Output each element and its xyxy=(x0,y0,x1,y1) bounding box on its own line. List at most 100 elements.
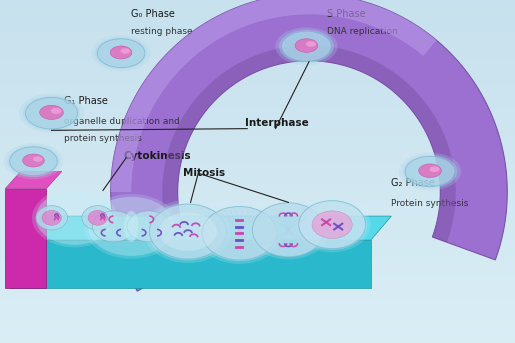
Bar xyxy=(0,189,515,192)
Bar xyxy=(0,117,515,120)
Ellipse shape xyxy=(297,200,367,250)
Bar xyxy=(0,298,515,302)
Ellipse shape xyxy=(36,191,114,245)
Bar xyxy=(0,274,515,278)
Text: Cytokinesis: Cytokinesis xyxy=(124,151,191,161)
Bar xyxy=(0,17,515,21)
Bar xyxy=(0,244,515,247)
Bar xyxy=(0,213,515,216)
Bar xyxy=(0,202,515,206)
Bar xyxy=(0,110,515,113)
Text: G₂ Phase: G₂ Phase xyxy=(391,178,435,188)
Bar xyxy=(0,154,515,158)
Ellipse shape xyxy=(121,48,130,54)
Ellipse shape xyxy=(10,147,57,176)
Ellipse shape xyxy=(419,164,441,178)
Polygon shape xyxy=(10,216,391,240)
Bar xyxy=(0,292,515,295)
Bar xyxy=(0,48,515,51)
Bar xyxy=(0,123,515,127)
Ellipse shape xyxy=(19,93,84,133)
Polygon shape xyxy=(111,0,436,192)
Bar xyxy=(0,38,515,41)
Bar xyxy=(0,240,515,244)
Text: G₀ Phase: G₀ Phase xyxy=(131,9,175,19)
Ellipse shape xyxy=(282,31,331,61)
Bar xyxy=(0,305,515,309)
Bar xyxy=(0,14,515,17)
Bar xyxy=(0,127,515,130)
Ellipse shape xyxy=(312,211,352,238)
Ellipse shape xyxy=(88,210,107,225)
Ellipse shape xyxy=(7,145,60,177)
Bar xyxy=(0,55,515,58)
Bar xyxy=(0,147,515,151)
Bar xyxy=(0,178,515,182)
Bar xyxy=(0,326,515,329)
Ellipse shape xyxy=(97,39,145,68)
Bar xyxy=(0,196,515,199)
Ellipse shape xyxy=(36,205,67,230)
Bar xyxy=(0,175,515,178)
Bar xyxy=(0,7,515,10)
Ellipse shape xyxy=(430,166,440,172)
Text: S Phase: S Phase xyxy=(327,9,366,19)
Text: organelle duplication and: organelle duplication and xyxy=(64,117,180,126)
Ellipse shape xyxy=(23,96,80,131)
Bar xyxy=(0,161,515,165)
Bar xyxy=(0,319,515,322)
Text: Protein synthesis: Protein synthesis xyxy=(391,199,469,208)
Bar xyxy=(0,130,515,134)
Bar xyxy=(0,168,515,172)
Polygon shape xyxy=(5,172,62,189)
Bar xyxy=(0,41,515,45)
Ellipse shape xyxy=(200,205,279,261)
Bar xyxy=(0,230,515,233)
Ellipse shape xyxy=(88,197,175,256)
Bar xyxy=(0,182,515,185)
Ellipse shape xyxy=(295,39,318,52)
Bar xyxy=(0,254,515,257)
Bar xyxy=(0,89,515,93)
Bar xyxy=(0,206,515,209)
Bar xyxy=(0,336,515,340)
Text: Mitosis: Mitosis xyxy=(183,168,225,178)
Ellipse shape xyxy=(250,203,327,257)
Bar xyxy=(0,223,515,226)
Bar xyxy=(0,271,515,274)
Ellipse shape xyxy=(110,46,132,59)
Bar xyxy=(0,27,515,31)
Ellipse shape xyxy=(33,156,43,162)
Bar xyxy=(0,113,515,117)
Bar xyxy=(0,96,515,99)
Ellipse shape xyxy=(144,200,232,263)
Bar xyxy=(0,216,515,220)
Ellipse shape xyxy=(95,37,147,69)
Bar xyxy=(0,247,515,250)
Bar xyxy=(0,99,515,103)
Bar xyxy=(0,233,515,237)
Bar xyxy=(0,237,515,240)
Bar xyxy=(0,288,515,292)
Bar xyxy=(0,137,515,141)
Bar xyxy=(0,144,515,147)
Bar xyxy=(0,103,515,106)
Bar xyxy=(0,165,515,168)
Bar xyxy=(0,172,515,175)
Bar xyxy=(0,285,515,288)
Ellipse shape xyxy=(92,211,135,242)
Bar xyxy=(0,220,515,223)
Ellipse shape xyxy=(23,154,44,167)
Ellipse shape xyxy=(4,143,63,179)
Ellipse shape xyxy=(51,108,62,114)
Bar xyxy=(0,261,515,264)
Ellipse shape xyxy=(124,211,139,242)
Bar xyxy=(0,151,515,154)
Ellipse shape xyxy=(299,201,366,249)
Bar xyxy=(0,75,515,79)
Bar xyxy=(0,31,515,34)
Bar xyxy=(0,86,515,89)
Bar xyxy=(0,226,515,230)
Bar xyxy=(0,10,515,14)
Ellipse shape xyxy=(247,200,330,259)
